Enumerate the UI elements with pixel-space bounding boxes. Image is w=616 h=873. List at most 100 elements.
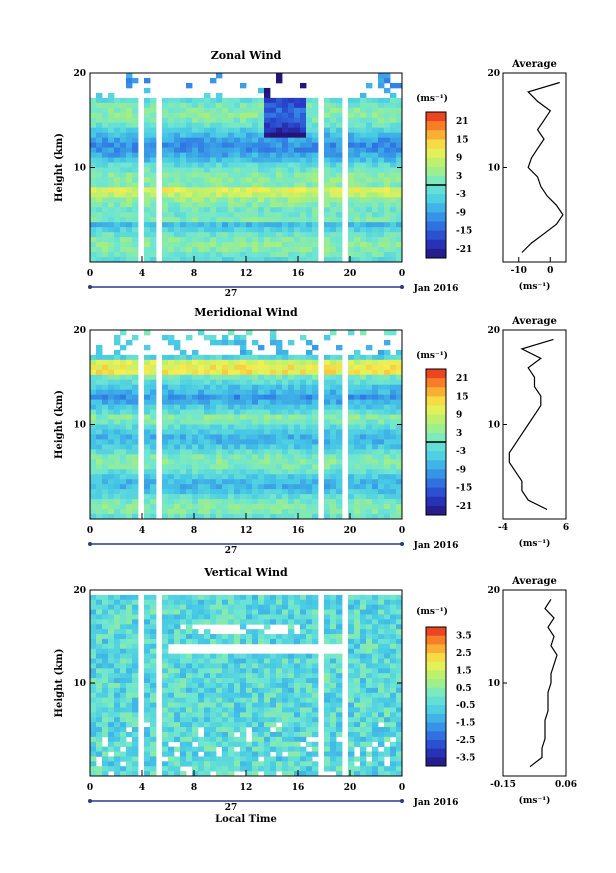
heatmap-cell xyxy=(336,167,343,173)
heatmap-cell xyxy=(102,594,109,601)
heatmap-cell xyxy=(312,227,319,233)
heatmap-cell xyxy=(246,504,253,510)
heatmap-cell xyxy=(216,599,223,606)
heatmap-cell xyxy=(324,668,331,674)
heatmap-cell xyxy=(330,399,337,405)
heatmap-cell xyxy=(252,434,259,440)
heatmap-cell xyxy=(192,197,199,203)
heatmap-cell xyxy=(210,653,217,659)
x-tick-label: 4 xyxy=(139,269,145,279)
heatmap-cell xyxy=(168,484,175,490)
heatmap-cell xyxy=(246,409,253,415)
heatmap-cell xyxy=(258,237,265,243)
heatmap-cell xyxy=(270,242,277,248)
heatmap-cell xyxy=(144,102,151,109)
heatmap-cell xyxy=(306,247,313,253)
heatmap-cell xyxy=(198,474,205,480)
heatmap-cell xyxy=(180,609,187,615)
heatmap-cell xyxy=(162,227,169,233)
heatmap-cell xyxy=(384,217,391,223)
heatmap-cell xyxy=(150,722,157,728)
heatmap-cell xyxy=(240,727,247,733)
heatmap-cell xyxy=(270,192,277,198)
heatmap-cell xyxy=(354,434,361,440)
heatmap-cell xyxy=(168,107,175,114)
profile-x-tick-label: 6 xyxy=(563,523,569,533)
heatmap-cell xyxy=(390,394,397,401)
heatmap-cell xyxy=(354,349,361,356)
heatmap-cell xyxy=(126,73,133,79)
heatmap-cell xyxy=(168,697,175,703)
heatmap-cell xyxy=(264,132,271,139)
heatmap-cell xyxy=(258,727,265,733)
heatmap-cell xyxy=(204,334,211,341)
heatmap-cell xyxy=(246,683,253,689)
heatmap-cell xyxy=(216,107,223,114)
heatmap-cell xyxy=(240,344,247,351)
heatmap-cell xyxy=(126,207,133,213)
heatmap-cell xyxy=(300,82,307,89)
heatmap-cell xyxy=(372,479,379,485)
heatmap-cell xyxy=(366,643,373,650)
heatmap-cell xyxy=(390,142,397,148)
heatmap-cell xyxy=(198,741,205,748)
heatmap-cell xyxy=(240,479,247,485)
heatmap-cell xyxy=(288,404,295,410)
heatmap-cell xyxy=(102,673,109,679)
heatmap-cell xyxy=(240,434,247,440)
heatmap-cell xyxy=(258,177,265,183)
heatmap-cell xyxy=(378,172,385,178)
heatmap-cell xyxy=(216,339,223,346)
heatmap-cell xyxy=(186,232,193,238)
heatmap-cell xyxy=(270,444,277,450)
heatmap-cell xyxy=(306,227,313,233)
heatmap-cell xyxy=(234,489,241,495)
heatmap-cell xyxy=(120,504,127,510)
heatmap-cell xyxy=(330,722,337,728)
heatmap-cell xyxy=(150,374,157,381)
heatmap-cell xyxy=(192,687,199,694)
heatmap-cell xyxy=(108,454,115,460)
heatmap-cell xyxy=(324,227,331,233)
heatmap-cell xyxy=(162,479,169,485)
heatmap-cell xyxy=(396,731,403,738)
heatmap-cell xyxy=(372,384,379,391)
heatmap-cell xyxy=(288,97,295,104)
heatmap-cell xyxy=(396,509,403,515)
heatmap-cell xyxy=(228,678,235,684)
heatmap-cell xyxy=(222,242,229,248)
heatmap-cell xyxy=(186,177,193,183)
heatmap-cell xyxy=(168,217,175,223)
heatmap-cell xyxy=(288,509,295,515)
heatmap-cell xyxy=(114,132,121,139)
heatmap-cell xyxy=(312,142,319,148)
heatmap-cell xyxy=(330,761,337,767)
heatmap-cell xyxy=(360,712,367,718)
heatmap-cell xyxy=(264,369,271,376)
heatmap-cell xyxy=(168,459,175,465)
heatmap-cell xyxy=(252,182,259,188)
heatmap-cell xyxy=(288,731,295,738)
heatmap-cell xyxy=(174,142,181,148)
heatmap-cell xyxy=(210,142,217,148)
heatmap-cell xyxy=(228,692,235,699)
heatmap-cell xyxy=(174,429,181,435)
heatmap-cell xyxy=(270,722,277,728)
heatmap-cell xyxy=(264,157,271,163)
heatmap-cell xyxy=(396,717,403,723)
heatmap-cell xyxy=(258,509,265,515)
heatmap-cell xyxy=(150,619,157,625)
heatmap-cell xyxy=(312,247,319,253)
heatmap-cell xyxy=(120,227,127,233)
heatmap-cell xyxy=(270,434,277,440)
heatmap-cell xyxy=(330,717,337,723)
heatmap-cell xyxy=(354,514,361,520)
heatmap-cell xyxy=(312,449,319,455)
heatmap-cell xyxy=(144,192,151,198)
heatmap-cell xyxy=(300,122,307,129)
heatmap-cell xyxy=(132,668,139,674)
heatmap-cell xyxy=(144,172,151,178)
heatmap-cell xyxy=(360,187,367,193)
heatmap-cell xyxy=(276,678,283,684)
heatmap-cell xyxy=(168,207,175,213)
